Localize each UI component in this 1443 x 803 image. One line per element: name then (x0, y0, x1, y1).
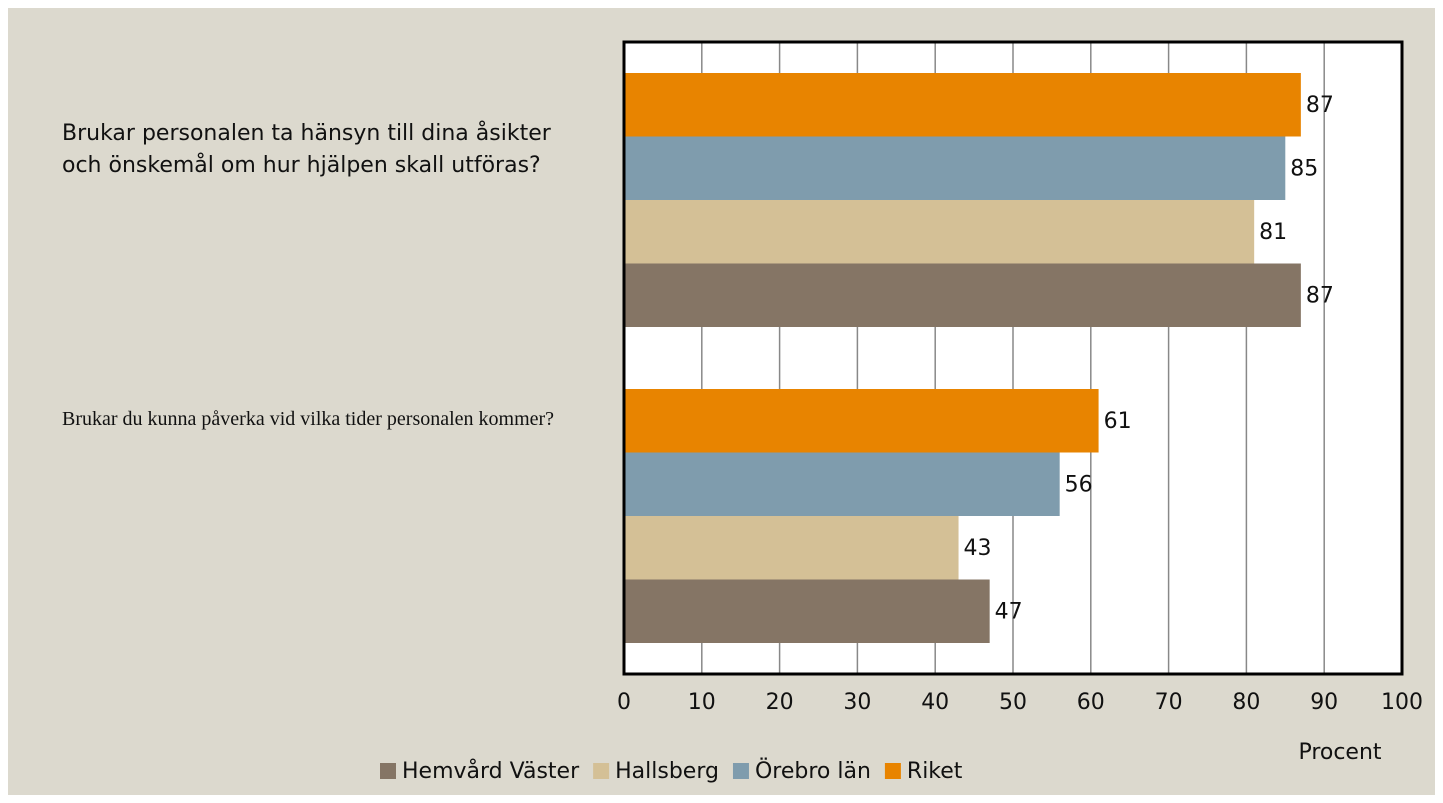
data-label: 81 (1259, 220, 1287, 245)
bar (624, 263, 1301, 327)
legend-label: Hemvård Väster (402, 758, 580, 784)
x-tick-label: 0 (617, 690, 631, 715)
legend-label: Örebro län (755, 758, 871, 784)
bar (624, 516, 959, 580)
x-tick-label: 60 (1077, 690, 1105, 715)
data-label: 87 (1306, 93, 1334, 118)
bar (624, 200, 1255, 264)
bar (624, 579, 990, 643)
x-tick-label: 100 (1381, 690, 1423, 715)
plot-border (622, 40, 1404, 676)
x-axis-label: Procent (1298, 740, 1381, 765)
legend-swatch (732, 763, 749, 779)
data-label: 61 (1104, 409, 1132, 434)
x-tick-label: 90 (1310, 690, 1338, 715)
legend-swatch (593, 763, 610, 779)
legend-label: Hallsberg (615, 759, 719, 784)
data-label: 47 (995, 599, 1023, 624)
bar (624, 136, 1286, 200)
bar (624, 73, 1301, 137)
legend-swatch (884, 763, 901, 779)
bar (624, 389, 1099, 453)
category-label: Brukar du kunna påverka vid vilka tider … (62, 408, 555, 430)
legend-label: Riket (907, 759, 963, 784)
x-tick-label: 70 (1155, 690, 1183, 715)
x-tick-label: 10 (688, 690, 716, 715)
data-label: 56 (1065, 472, 1093, 497)
x-tick-label: 40 (921, 690, 949, 715)
x-tick-label: 20 (766, 690, 794, 715)
data-label: 85 (1290, 156, 1318, 181)
bar (624, 452, 1060, 516)
x-tick-label: 30 (843, 690, 871, 715)
legend-swatch (380, 763, 396, 779)
x-tick-label: 50 (999, 690, 1027, 715)
data-label: 87 (1306, 283, 1334, 308)
x-tick-label: 80 (1232, 690, 1260, 715)
data-label: 43 (964, 536, 992, 561)
category-label: Brukar personalen ta hänsyn till dina ås… (62, 121, 551, 178)
